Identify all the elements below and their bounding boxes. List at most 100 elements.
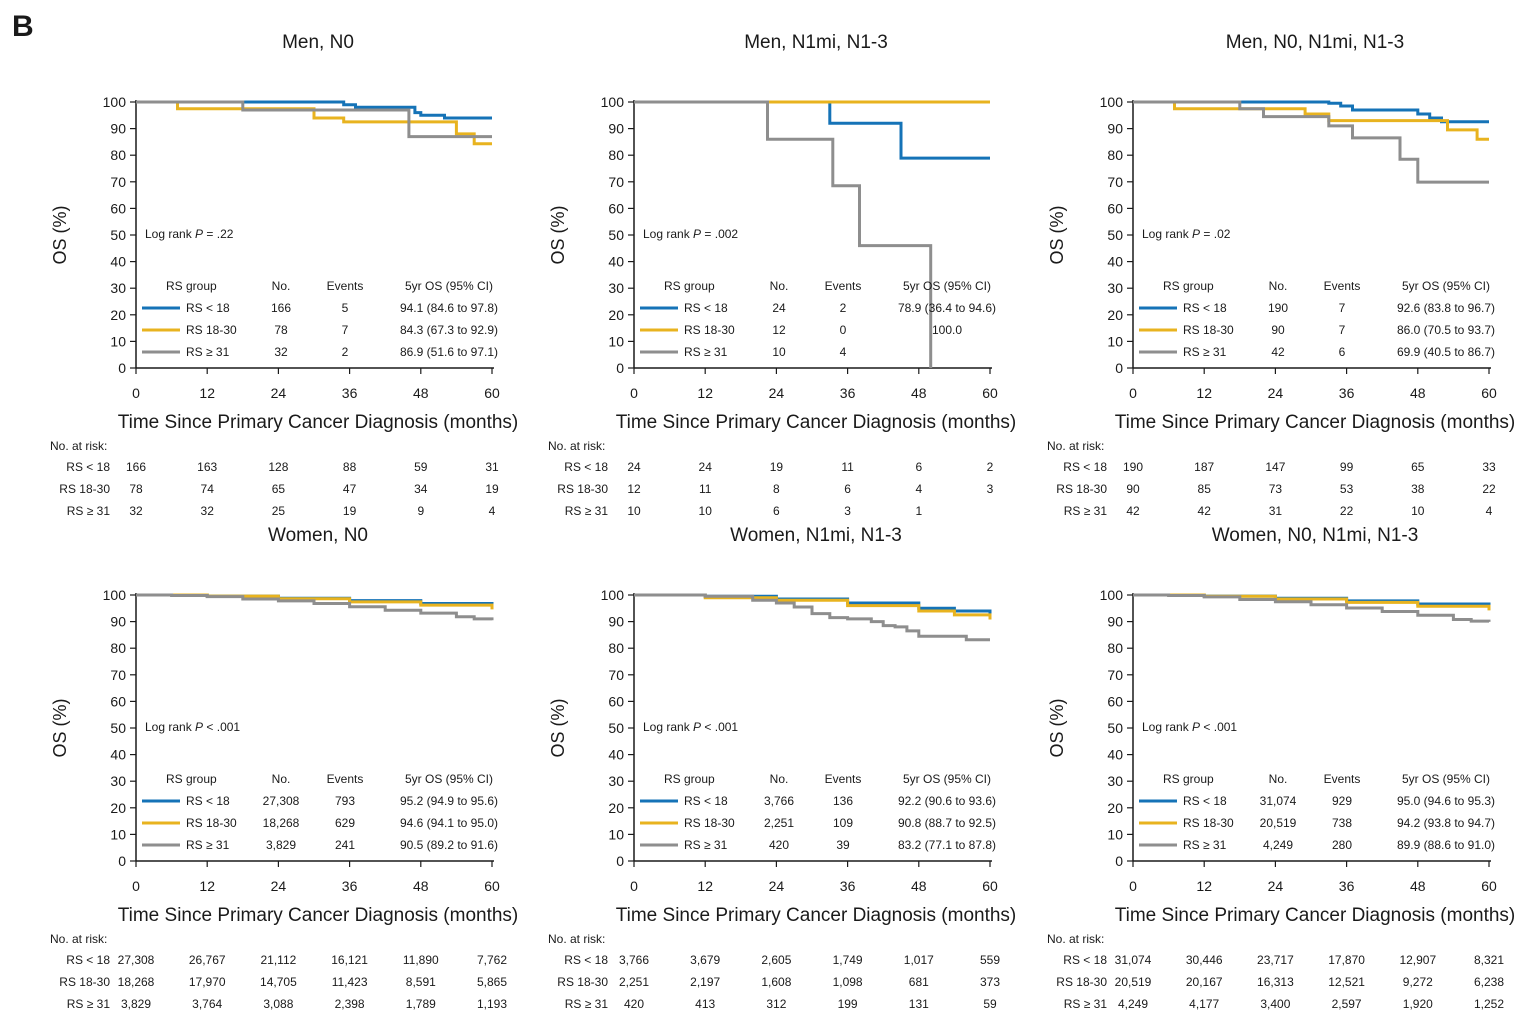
x-tick-label: 60	[982, 385, 998, 401]
y-tick-label: 10	[608, 333, 624, 349]
x-tick-label: 0	[1129, 385, 1137, 401]
panel-label: B	[12, 10, 34, 43]
y-tick-label: 10	[110, 826, 126, 842]
logrank-value: = .002	[701, 227, 738, 241]
at-risk-value: 38	[1411, 482, 1425, 496]
y-tick-label: 60	[110, 693, 126, 709]
y-tick-label: 60	[608, 693, 624, 709]
at-risk-group-label: RS ≥ 31	[565, 997, 609, 1011]
legend-label: RS 18-30	[186, 323, 237, 337]
y-tick-label: 70	[608, 667, 624, 683]
at-risk-value: 27,308	[118, 953, 155, 967]
y-tick-label: 80	[110, 147, 126, 163]
km-curve-rs_lt18	[634, 100, 990, 160]
at-risk-value: 1,608	[761, 975, 791, 989]
at-risk-value: 11,890	[403, 953, 439, 967]
at-risk-value: 147	[1265, 460, 1285, 474]
y-tick-label: 20	[110, 800, 126, 816]
y-tick-label: 40	[1107, 747, 1123, 763]
y-tick-label: 30	[1107, 773, 1123, 789]
at-risk-value: 59	[414, 460, 428, 474]
legend-label: RS ≥ 31	[684, 838, 728, 852]
at-risk-value: 3,766	[619, 953, 649, 967]
at-risk-value: 11	[699, 482, 712, 496]
legend-label: RS 18-30	[684, 323, 735, 337]
y-tick-label: 0	[616, 360, 624, 376]
logrank-p: P	[195, 227, 203, 241]
at-risk-value: 32	[201, 504, 215, 518]
at-risk-value: 7,762	[477, 953, 507, 967]
at-risk-value: 6	[844, 482, 851, 496]
table-events: 241	[335, 838, 355, 852]
y-tick-label: 70	[1107, 174, 1123, 190]
x-tick-label: 60	[982, 878, 998, 894]
at-risk-value: 22	[1482, 482, 1496, 496]
chart-title: Men, N0, N1mi, N1-3	[1226, 32, 1404, 53]
x-tick-label: 0	[132, 878, 140, 894]
y-axis-label: OS (%)	[548, 205, 568, 264]
x-tick-label: 48	[911, 878, 927, 894]
legend-label: RS < 18	[1183, 301, 1227, 315]
at-risk-group-label: RS < 18	[1063, 953, 1107, 967]
table-events: 109	[833, 816, 853, 830]
at-risk-value: 2,605	[761, 953, 791, 967]
y-tick-label: 80	[608, 147, 624, 163]
at-risk-value: 187	[1194, 460, 1214, 474]
logrank-annotation: Log rank P < .001	[145, 720, 240, 734]
at-risk-value: 53	[1340, 482, 1354, 496]
at-risk-value: 8	[773, 482, 780, 496]
at-risk-value: 373	[980, 975, 1000, 989]
logrank-prefix: Log rank	[145, 227, 195, 241]
at-risk-value: 3,400	[1260, 997, 1290, 1011]
at-risk-value: 420	[624, 997, 644, 1011]
logrank-prefix: Log rank	[643, 227, 693, 241]
logrank-p: P	[1192, 720, 1200, 734]
table-no: 166	[271, 301, 291, 315]
km-curve-rs_18_30	[1133, 100, 1489, 141]
table-events: 280	[1332, 838, 1352, 852]
table-no: 2,251	[764, 816, 794, 830]
y-tick-label: 90	[608, 121, 624, 137]
at-risk-value: 42	[1126, 504, 1140, 518]
at-risk-value: 90	[1126, 482, 1140, 496]
at-risk-group-label: RS 18-30	[1056, 975, 1107, 989]
at-risk-value: 47	[343, 482, 357, 496]
table-header-os: 5yr OS (95% CI)	[405, 279, 493, 293]
y-tick-label: 10	[110, 333, 126, 349]
y-tick-label: 20	[1107, 800, 1123, 816]
chart-title: Women, N1mi, N1-3	[730, 525, 902, 546]
at-risk-value: 4	[915, 482, 922, 496]
at-risk-value: 65	[272, 482, 286, 496]
x-tick-label: 48	[413, 385, 429, 401]
km-curve-rs_18_30	[136, 100, 492, 146]
table-events: 793	[335, 794, 355, 808]
y-tick-label: 80	[608, 640, 624, 656]
at-risk-value: 16,313	[1257, 975, 1294, 989]
at-risk-group-label: RS ≥ 31	[1064, 997, 1108, 1011]
table-events: 929	[1332, 794, 1352, 808]
legend-label: RS ≥ 31	[684, 345, 728, 359]
at-risk-value: 12	[627, 482, 641, 496]
table-header-group: RS group	[664, 279, 715, 293]
x-tick-label: 12	[1196, 385, 1212, 401]
table-no: 20,519	[1260, 816, 1297, 830]
at-risk-header: No. at risk:	[548, 932, 605, 946]
table-no: 78	[274, 323, 288, 337]
km-curve-rs_ge31	[136, 100, 492, 139]
at-risk-value: 10	[627, 504, 641, 518]
x-tick-label: 0	[630, 878, 638, 894]
at-risk-value: 681	[909, 975, 929, 989]
x-tick-label: 12	[697, 385, 713, 401]
table-os: 94.2 (93.8 to 94.7)	[1397, 816, 1495, 830]
at-risk-value: 9,272	[1403, 975, 1433, 989]
x-axis-label: Time Since Primary Cancer Diagnosis (mon…	[1115, 412, 1516, 433]
at-risk-value: 9	[417, 504, 424, 518]
at-risk-value: 2,251	[619, 975, 649, 989]
at-risk-value: 6,238	[1474, 975, 1504, 989]
at-risk-header: No. at risk:	[1047, 932, 1104, 946]
at-risk-value: 559	[980, 953, 1000, 967]
x-tick-label: 60	[484, 878, 500, 894]
x-tick-label: 24	[1268, 385, 1284, 401]
legend-label: RS 18-30	[1183, 816, 1234, 830]
at-risk-value: 11	[841, 460, 854, 474]
